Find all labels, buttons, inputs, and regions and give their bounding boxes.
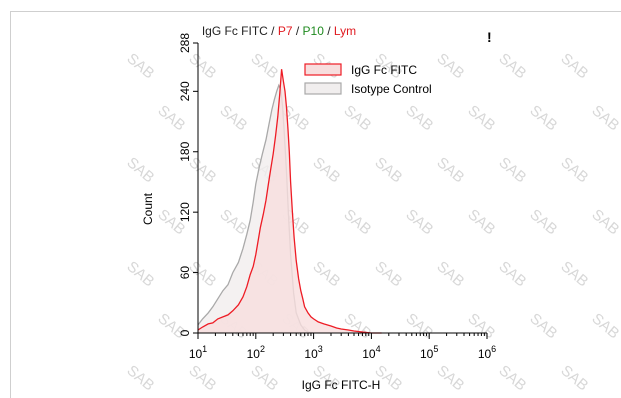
watermark-text: SAB [588, 206, 621, 238]
title-part: IgG Fc FITC / [202, 24, 278, 38]
watermark-text: SAB [247, 50, 281, 82]
watermark-text: SAB [402, 310, 436, 342]
title-part: P10 [303, 24, 325, 38]
watermark-text: SAB [557, 50, 591, 82]
chart-panel: SAB SAB SAB SAB SAB SAB SAB SAB SAB SAB SAB SAB SAB S… [10, 11, 621, 398]
title-part: P7 [278, 24, 293, 38]
watermark-text: SAB [495, 258, 529, 290]
watermark-text: SAB [495, 362, 529, 394]
watermark-text: SAB [588, 102, 621, 134]
watermark-text: SAB [433, 50, 467, 82]
watermark-text: SAB [526, 102, 560, 134]
watermark-text: SAB [402, 102, 436, 134]
legend-label: IgG Fc FITC [351, 63, 417, 77]
watermark-text: SAB [340, 102, 374, 134]
watermark-text: SAB [464, 310, 498, 342]
watermark-text: SAB [557, 258, 591, 290]
y-tick-label: 120 [178, 202, 192, 222]
watermark-text: SAB [216, 206, 250, 238]
watermark-text: SAB [185, 50, 219, 82]
watermark-text: SAB [557, 154, 591, 186]
x-tick-label: 102 [247, 344, 265, 361]
x-tick-label: 105 [420, 344, 438, 361]
y-axis-label: Count [141, 192, 155, 225]
x-tick-label: 106 [478, 344, 496, 361]
legend-label: Isotype Control [351, 82, 432, 96]
y-tick-label: 288 [178, 33, 192, 53]
legend-swatch [304, 63, 342, 76]
watermark-text: SAB [340, 206, 374, 238]
chart-title: IgG Fc FITC / P7 / P10 / Lym [202, 24, 356, 38]
y-tick-label: 180 [178, 141, 192, 161]
y-axis-ticks: 0 60 120 180 240 288 [178, 33, 198, 336]
watermark-text: SAB [495, 154, 529, 186]
y-tick-label: 240 [178, 81, 192, 101]
watermark-text: SAB [216, 102, 250, 134]
watermark-text: SAB [464, 102, 498, 134]
legend: IgG Fc FITC Isotype Control [304, 63, 432, 96]
watermark-text: SAB [433, 154, 467, 186]
series-fill-0 [198, 69, 382, 333]
watermark-text: SAB [309, 258, 343, 290]
watermark-text: SAB [526, 206, 560, 238]
x-tick-label: 103 [304, 344, 322, 361]
watermark-text: SAB [154, 310, 188, 342]
watermark-text: SAB [123, 50, 157, 82]
histogram-chart: SAB SAB SAB SAB SAB SAB SAB SAB SAB SAB SAB SAB SAB S… [123, 24, 621, 394]
watermark-text: SAB [495, 50, 529, 82]
x-tick-label: 101 [189, 344, 207, 361]
watermark-text: SAB [526, 310, 560, 342]
warning-marker: ! [487, 29, 492, 45]
watermark-text: SAB [309, 154, 343, 186]
x-tick-label: 104 [362, 344, 380, 361]
watermark-text: SAB [402, 206, 436, 238]
watermark-text: SAB [433, 258, 467, 290]
title-part: / [324, 24, 334, 38]
watermark-text: SAB [123, 154, 157, 186]
watermark-text: SAB [154, 102, 188, 134]
watermark-text: SAB [433, 362, 467, 394]
x-axis-ticks: 101 102 103 104 105 106 [189, 333, 496, 361]
watermark-text: SAB [340, 310, 374, 342]
watermark-text: SAB [123, 258, 157, 290]
y-tick-label: 0 [178, 329, 192, 336]
watermark-text: SAB [371, 258, 405, 290]
histogram-areas [197, 69, 382, 334]
watermark-text: SAB [371, 154, 405, 186]
title-part: / [293, 24, 303, 38]
title-part: Lym [334, 24, 356, 38]
series-line-0 [197, 69, 382, 334]
watermark-text: SAB [247, 362, 281, 394]
watermark-text: SAB [185, 362, 219, 394]
legend-swatch [304, 82, 342, 95]
watermark-text: SAB [123, 362, 157, 394]
watermark-text: SAB [557, 362, 591, 394]
watermark-text: SAB [588, 310, 621, 342]
watermark-text: SAB [464, 206, 498, 238]
x-axis-label: IgG Fc FITC-H [302, 378, 381, 392]
y-tick-label: 60 [178, 266, 192, 280]
